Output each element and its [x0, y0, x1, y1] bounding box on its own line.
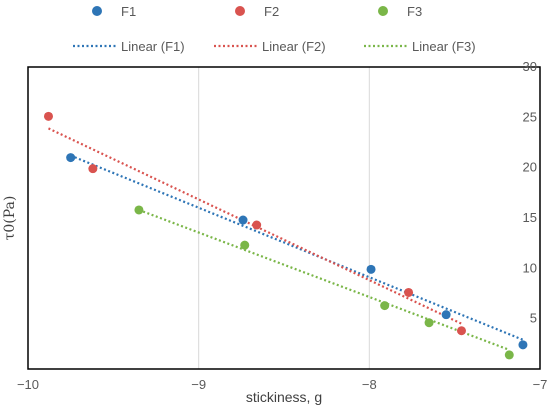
y-tick-label: 5 — [530, 311, 537, 326]
trendline-f3 — [138, 208, 510, 351]
x-tick-label: −10 — [17, 377, 39, 392]
legend-marker-f2 — [235, 6, 245, 16]
y-tick-label: 15 — [523, 210, 537, 225]
point-f2 — [252, 220, 262, 230]
x-axis-title: stickiness, g — [246, 389, 322, 405]
legend-label-f2: F2 — [264, 4, 279, 19]
trendlines — [48, 127, 524, 351]
point-f3 — [134, 205, 144, 215]
x-tick-labels: −10 −9 −8 −7 — [17, 377, 547, 392]
y-tick-label: 10 — [523, 260, 537, 275]
point-f3 — [504, 350, 514, 360]
point-f1 — [66, 153, 76, 163]
trendline-f1 — [70, 154, 524, 341]
x-tick-label: −8 — [362, 377, 377, 392]
point-f2 — [456, 326, 466, 336]
legend-trendline-label-f1: Linear (F1) — [121, 39, 185, 54]
y-tick-label: 30 — [523, 59, 537, 74]
point-f3 — [380, 301, 390, 311]
point-f1 — [518, 340, 528, 350]
x-tick-label: −9 — [191, 377, 206, 392]
legend-label-f1: F1 — [121, 4, 136, 19]
y-tick-label: 20 — [523, 160, 537, 175]
legend-trendline-label-f2: Linear (F2) — [262, 39, 326, 54]
y-tick-label: 25 — [523, 109, 537, 124]
y-axis-title: τ0(Pa) — [2, 196, 18, 241]
legend-label-f3: F3 — [407, 4, 422, 19]
point-f3 — [240, 240, 250, 250]
y-tick-labels: 5 10 15 20 25 30 — [523, 59, 537, 326]
x-tick-label: −7 — [533, 377, 548, 392]
point-f1 — [441, 310, 451, 320]
point-f2 — [43, 111, 53, 121]
legend-marker-f1 — [92, 6, 102, 16]
legend-marker-f3 — [378, 6, 388, 16]
grid — [198, 67, 370, 369]
legend: F1 Linear (F1) F2 Linear (F2) F3 Linear (F3) — [73, 4, 476, 54]
point-f1 — [366, 264, 376, 274]
point-f2 — [404, 287, 414, 297]
plot-area-frame — [27, 66, 541, 370]
point-f1 — [238, 215, 248, 225]
point-f3 — [424, 318, 434, 328]
point-f2 — [88, 164, 98, 174]
legend-trendline-label-f3: Linear (F3) — [412, 39, 476, 54]
data-points — [43, 111, 528, 360]
